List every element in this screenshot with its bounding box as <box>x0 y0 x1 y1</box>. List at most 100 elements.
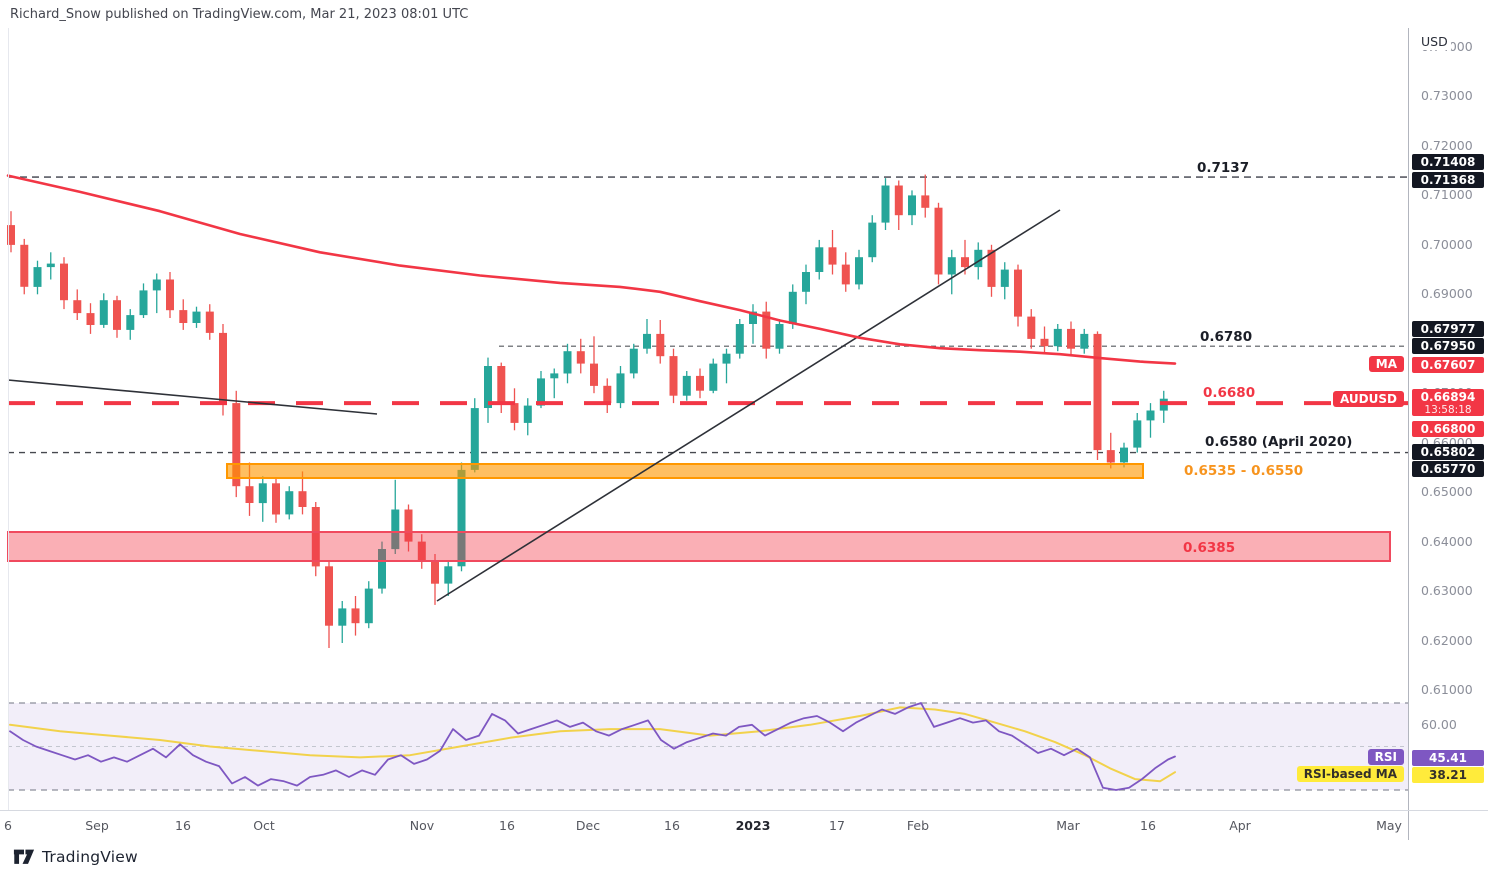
candle-body <box>868 222 877 258</box>
countdown-timer: 13:58:18 <box>1424 404 1472 416</box>
tradingview-footer[interactable]: TradingView <box>13 846 138 867</box>
candle-body <box>590 363 598 386</box>
time-tick: May <box>1376 818 1402 833</box>
candle-body <box>179 310 188 323</box>
rsi-label-badge[interactable]: RSI <box>1367 749 1404 765</box>
candle-body <box>497 366 506 404</box>
candle-body <box>20 244 29 287</box>
candle-body <box>894 185 903 216</box>
price-axis-separator <box>1408 28 1409 840</box>
candle-body <box>391 509 400 550</box>
plot-left-border <box>8 28 9 810</box>
candle-body <box>1053 328 1062 347</box>
candle-body <box>1106 450 1115 463</box>
candle-body <box>1027 316 1036 339</box>
candle-body <box>656 333 665 357</box>
candle-body <box>33 267 42 287</box>
candle-body <box>934 207 943 275</box>
ascending-trendline[interactable] <box>436 209 1061 602</box>
candle-body <box>908 195 916 216</box>
candle-body <box>364 588 373 624</box>
candle-body <box>921 195 930 208</box>
candle-body <box>192 311 201 323</box>
candlestick-series <box>7 174 1168 648</box>
candle-body <box>722 353 731 364</box>
candle-body <box>417 541 426 562</box>
candle-body <box>576 351 585 364</box>
time-tick: 16 <box>175 818 191 833</box>
level-badge-65770[interactable]: 0.65770 <box>1412 461 1484 477</box>
level-label: 0.6385 <box>1183 540 1236 556</box>
candle-body <box>73 300 82 314</box>
symbol-label-badge[interactable]: AUDUSD <box>1333 391 1404 407</box>
time-tick: Sep <box>85 818 109 833</box>
candle-body <box>404 509 413 542</box>
candle-body <box>682 375 691 396</box>
level-label: 0.6535 - 0.6550 <box>1184 463 1304 479</box>
candle-body <box>46 263 55 268</box>
rsi-value-badge[interactable]: 45.41 <box>1412 750 1484 766</box>
candle-body <box>219 332 227 404</box>
candle-body <box>470 408 479 470</box>
candle-body <box>99 300 108 325</box>
axis-currency-label: USD <box>1421 33 1451 50</box>
candle-body <box>86 313 95 325</box>
time-tick: 17 <box>829 818 845 833</box>
candle-body <box>298 491 307 507</box>
candle-body <box>139 290 148 316</box>
level-badge-66800[interactable]: 0.66800 <box>1412 421 1484 437</box>
price-tick: 0.71000 <box>1421 187 1473 203</box>
candle-body <box>7 225 15 245</box>
candle-body <box>961 257 969 268</box>
candle-body <box>696 375 704 391</box>
level-label: 0.6780 <box>1200 329 1253 345</box>
rsi-ma-value-badge[interactable]: 38.21 <box>1412 767 1484 783</box>
level-badge-67950[interactable]: 0.67950 <box>1412 338 1484 354</box>
time-axis-separator <box>0 810 1488 811</box>
price-tick: 0.63000 <box>1421 583 1473 599</box>
time-tick: Apr <box>1229 818 1251 833</box>
candle-body <box>947 257 956 275</box>
level-badge-65802[interactable]: 0.65802 <box>1412 444 1484 460</box>
candle-body <box>841 264 850 285</box>
candle-body <box>1000 269 1009 287</box>
time-tick: Feb <box>906 818 930 833</box>
candle-body <box>510 403 519 423</box>
candle-body <box>815 247 824 272</box>
candle-body <box>669 356 678 396</box>
candle-body <box>378 549 386 589</box>
price-axis[interactable]: USD 0.740000.730000.720000.710000.700000… <box>1409 28 1488 840</box>
candle-body <box>735 324 744 354</box>
candle-body <box>709 363 718 391</box>
descending-trendline[interactable] <box>7 379 378 415</box>
ma-value-badge[interactable]: 0.67607 <box>1412 357 1484 373</box>
candle-body <box>272 483 280 515</box>
rsi-ma-label-badge[interactable]: RSI-based MA <box>1296 766 1404 782</box>
price-tick: 0.70000 <box>1421 236 1473 252</box>
candle-body <box>855 257 863 285</box>
candle-body <box>828 247 837 265</box>
level-label: 0.6580 (April 2020) <box>1205 434 1353 450</box>
rsi-ma-line <box>9 706 1176 783</box>
time-tick: 2023 <box>735 818 771 833</box>
candle-body <box>1014 269 1022 317</box>
price-tick: 0.61000 <box>1421 682 1473 697</box>
level-badge-67977[interactable]: 0.67977 <box>1412 321 1484 337</box>
candle-body <box>629 348 638 374</box>
candle-body <box>563 351 572 374</box>
supply-zone-6535-6550[interactable] <box>226 463 1144 479</box>
ma-label-badge[interactable]: MA <box>1368 356 1404 372</box>
candle-body <box>431 561 439 584</box>
candle-body <box>60 263 68 301</box>
candle-body <box>987 249 996 287</box>
level-badge-71408[interactable]: 0.71408 <box>1412 154 1484 170</box>
candle-body <box>762 311 771 349</box>
support-zone-6385[interactable] <box>7 531 1391 562</box>
candle-body <box>351 608 360 624</box>
candle-body <box>749 311 757 324</box>
candle-body <box>1146 410 1155 421</box>
last-price-badge[interactable]: 0.66894 13:58:18 <box>1412 389 1484 416</box>
level-badge-71368[interactable]: 0.71368 <box>1412 172 1484 188</box>
